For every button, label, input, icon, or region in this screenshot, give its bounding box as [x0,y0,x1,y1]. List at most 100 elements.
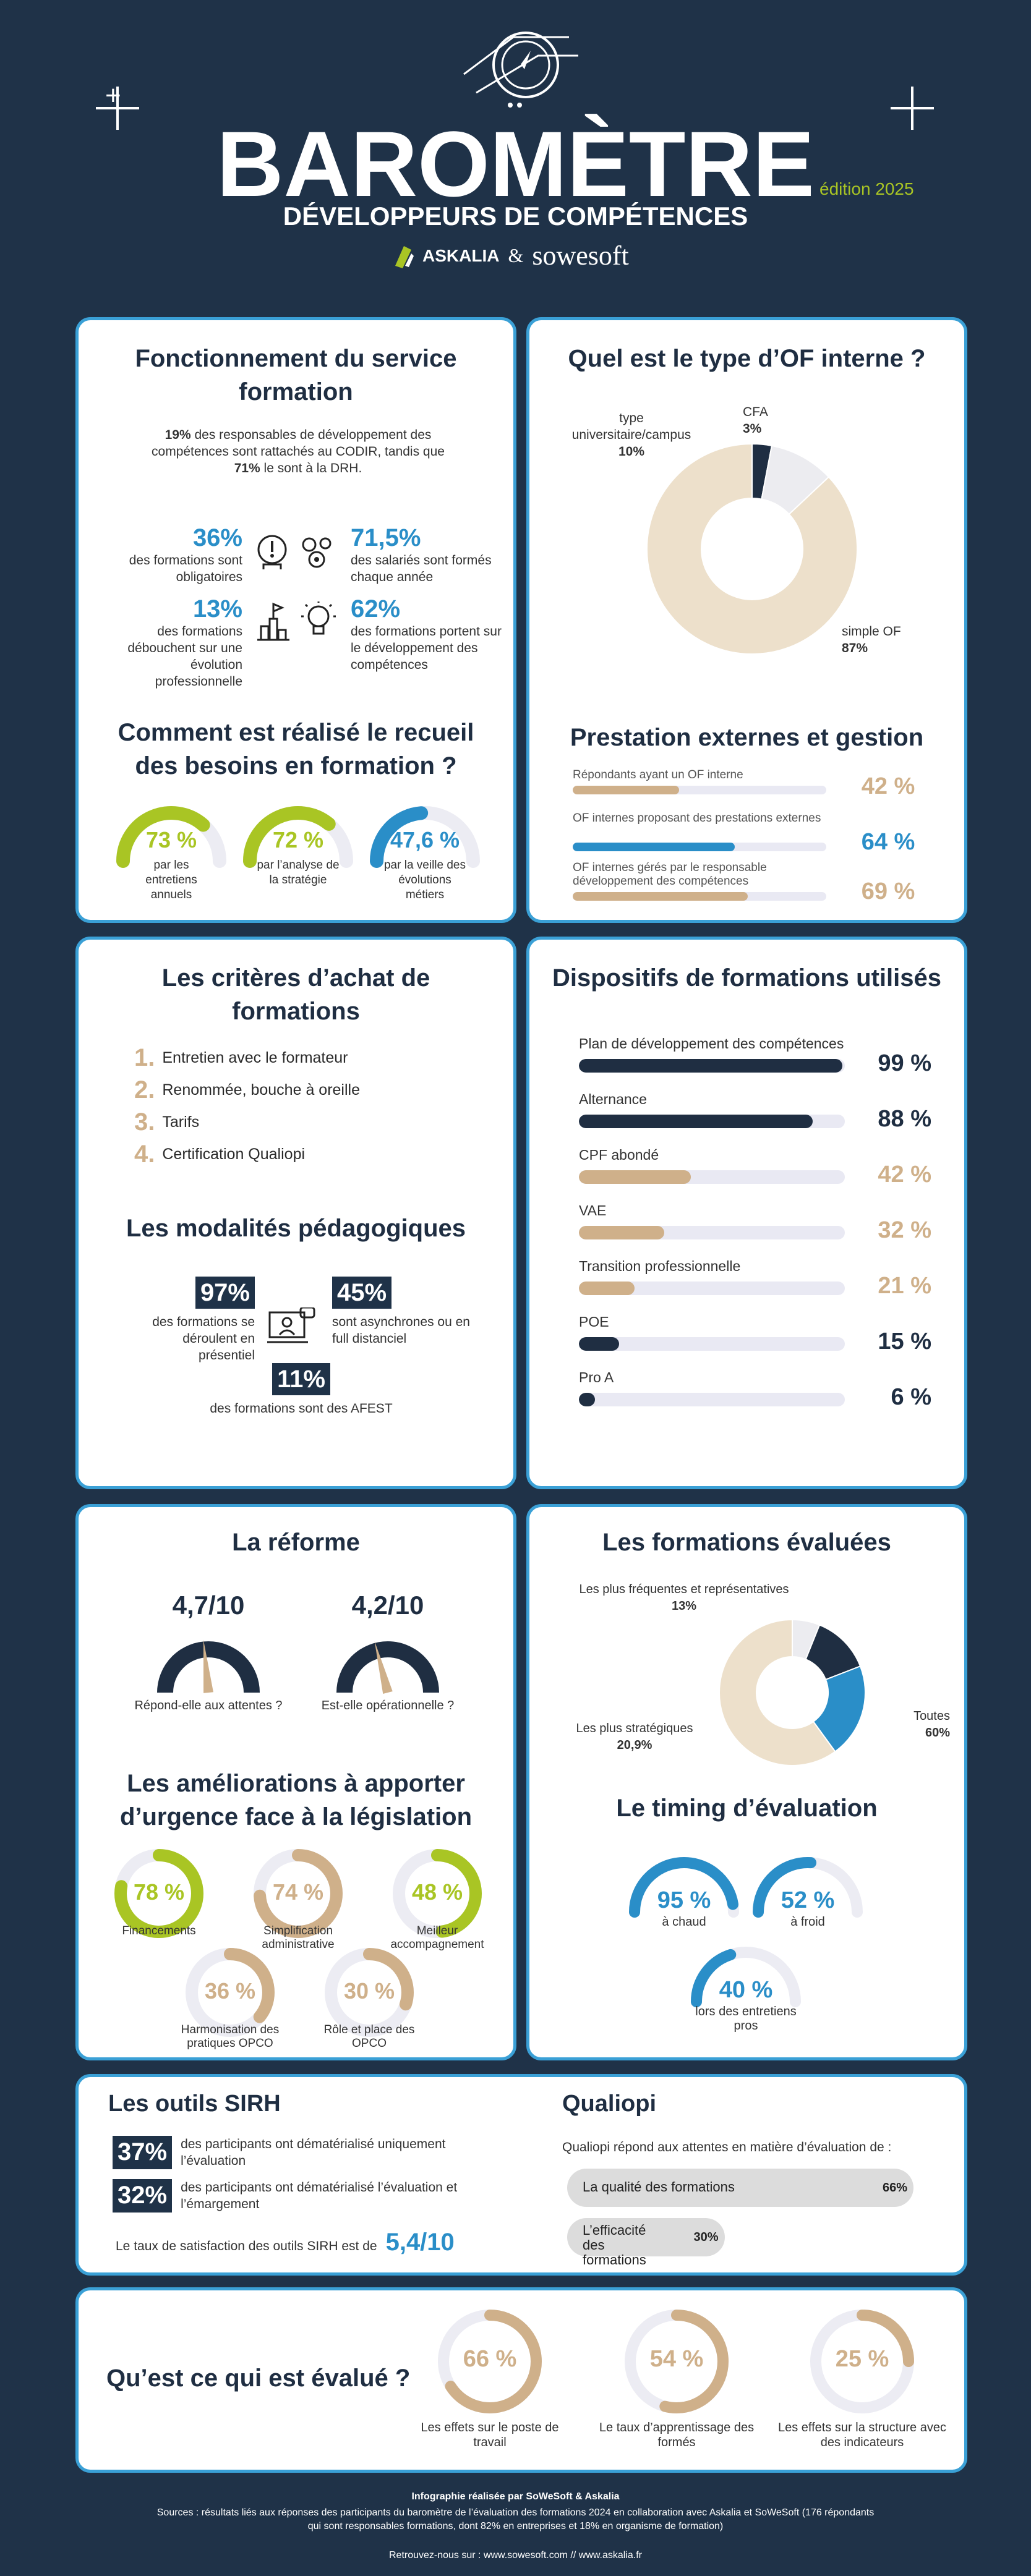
legend-campus: type universitaire/campus 10% [560,410,703,460]
modalites-title: Les modalités pédagogiques [126,1215,466,1242]
evalue-ring [625,2310,729,2413]
legend-value: 87% [842,641,868,655]
qualiopi-pct: 30% [693,2230,719,2244]
reforme-needle [203,1639,213,1693]
type-of-title: Quel est le type d’OF interne ? [568,345,926,372]
legend-frequentes: Les plus fréquentes et représentatives 13… [567,1581,802,1615]
prestation-fill [573,892,748,901]
evalue-ring-fill [625,2310,729,2413]
modalite-label: sont asynchrones ou en full distanciel [332,1315,470,1346]
dispositif-pct: 21 % [878,1273,931,1299]
amelioration-value: 78 % [133,1879,185,1905]
reforme-gauge [336,1641,439,1694]
legend-value: 13% [671,1599,697,1613]
prestation-title: Prestation externes et gestion [570,724,924,751]
criteres-title: Les critères d’achat de formations [161,964,430,1025]
gauge-value: 73 % [145,827,197,852]
sirh-satisfaction: Le taux de satisfaction des outils SIRH … [116,2229,455,2256]
askalia-brand: ASKALIA [422,245,500,265]
legend-name: Les plus stratégiques [576,1722,693,1735]
dispositif-label: CPF abondé [579,1147,659,1163]
card-fonctionnement: Fonctionnement du service formation 19% … [75,317,516,923]
page-subtitle: DÉVELOPPEURS DE COMPÉTENCES [283,202,748,231]
reforme-arc [157,1641,260,1693]
sirh-value: 37% [113,2136,173,2169]
dispositif-fill [579,1337,619,1351]
evalue-value: 54 % [649,2346,704,2372]
stat-competences: 62% des formations portent sur le dévelo… [351,595,505,673]
critere-item: 4. Certification Qualiopi [134,1138,360,1170]
evalue-caption: Les effets sur le poste de travail [421,2421,559,2449]
prestation-pct: 69 % [861,878,915,904]
qualiopi-intro: Qualiopi répond aux attentes en matière … [562,2140,892,2154]
reforme-caption: Répond-elle aux attentes ? [134,1699,283,1712]
amelioration-ring-fill [114,1849,203,1938]
page-title: BAROMÈTRE [216,112,815,216]
timing-gauge-fill [629,1857,739,1918]
dispositif-label: VAE [579,1202,607,1218]
dispositif-pct: 42 % [878,1162,931,1188]
amelioration-value: 30 % [343,1978,395,2004]
stat-salaries: 71,5% des salariés sont formés chaque an… [351,524,499,585]
compass-logo-icon [463,32,578,108]
sirh-item: 32% des participants ont dématérialisé l’… [113,2179,490,2213]
dispositif-label: Pro A [579,1369,614,1385]
plus-right-icon [891,87,934,130]
recueil-gauge [243,806,353,868]
stat-label: des formations sont obligatoires [129,553,242,584]
footer-credit: Infographie réalisée par SoWeSoft & Aska… [411,2491,620,2502]
qualiopi-bar [567,2169,913,2207]
ameliorations-title: Les améliorations à apporter d’urgence f… [119,1770,473,1830]
timing-title: Le timing d’évaluation [616,1795,878,1822]
critere-number: 4. [134,1140,155,1168]
evaluees-slice-3 [719,1618,836,1766]
qualiopi-label: La qualité des formations [583,2179,735,2195]
stat-label: des formations portent sur le développem… [351,624,502,672]
dispositif-track [579,1170,845,1184]
sirh-label: des participants ont dématérialisé uniqu… [181,2137,446,2168]
stat-value: 13% [192,595,242,623]
recueil-gauge-fill [243,806,336,868]
sirh-label: des participants ont dématérialisé l’éva… [181,2180,458,2211]
prestation-label: OF internes proposant des prestations ex… [573,812,821,825]
reforme-arc [336,1641,439,1693]
card-reforme: La réforme Les améliorations à apporter … [75,1504,516,2060]
footer-links: Retrouvez-nous sur : www.sowesoft.com //… [388,2550,643,2561]
qualiopi-label: L’efficacité des formations [583,2222,646,2268]
card-evalue: Qu’est ce qui est évalué ? 66 % Les effet… [75,2287,967,2473]
satisfaction-value: 5,4/10 [385,2229,455,2256]
prestation-track [573,786,826,794]
criteres-list: 1. Entretien avec le formateur 2. Renommée… [134,1042,360,1170]
recueil-gauge [116,806,226,868]
dispositifs-title: Dispositifs de formations utilisés [552,964,941,992]
evalue-ring-fill [810,2310,914,2413]
recueil-gauge [370,806,480,868]
legend-value: 20,9% [617,1738,652,1752]
evalue-caption: Le taux d’apprentissage des formés [599,2421,755,2449]
reforme-title: La réforme [232,1529,360,1556]
reforme-caption: Est-elle opérationnelle ? [321,1699,455,1712]
critere-number: 3. [134,1108,155,1136]
amelioration-ring-fill [325,1948,414,2037]
intro-text-2: le sont à la DRH. [260,461,362,475]
brand-row: ASKALIA & sowesoft [393,240,629,271]
evalue-ring [438,2310,542,2413]
legend-name: simple OF [842,624,901,639]
modalite-value: 97% [195,1277,255,1309]
brand-ampersand: & [508,244,524,266]
plus-left-icon [96,87,139,130]
amelioration-ring [254,1849,343,1938]
fonctionnement-intro: 19% des responsables de développement de… [137,427,459,477]
legend-strategiques: Les plus stratégiques 20,9% [567,1720,703,1754]
critere-text: Tarifs [162,1113,200,1131]
prestation-pct: 42 % [861,773,915,799]
dispositif-pct: 6 % [891,1384,931,1410]
dispositif-label: Alternance [579,1091,647,1107]
warning-person-icon [257,535,287,569]
gauge-caption: par l’analyse de la stratégie [257,859,340,886]
reforme-gauge [157,1639,260,1693]
fonctionnement-title: Fonctionnement du service formation [135,345,457,406]
stat-label: des salariés sont formés chaque année [351,553,492,584]
gauge-caption: par les entretiens annuels [145,859,197,901]
timing-caption: à chaud [662,1915,706,1929]
